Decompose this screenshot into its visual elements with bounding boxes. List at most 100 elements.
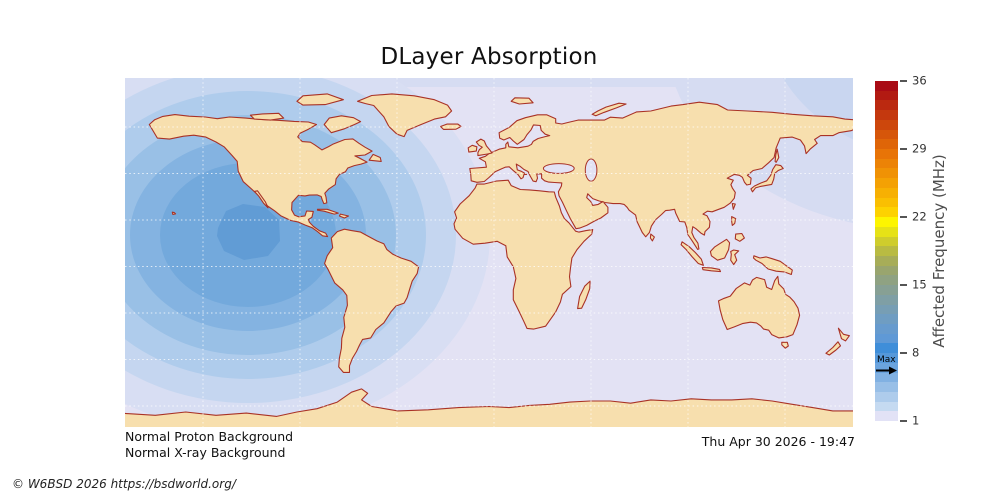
continents xyxy=(125,93,853,427)
landmass xyxy=(837,327,850,342)
inland-seas xyxy=(542,158,598,182)
tick-mark xyxy=(900,148,907,150)
colorbar-segment xyxy=(875,217,898,227)
landmass xyxy=(825,341,842,356)
colorbar-segment xyxy=(875,333,898,344)
tick-label: 29 xyxy=(912,141,927,156)
landmass xyxy=(171,211,177,216)
colorbar-segment xyxy=(875,362,898,373)
landmass xyxy=(774,148,780,163)
map-canvas xyxy=(125,78,853,427)
colorbar-segment xyxy=(875,187,898,198)
landmass xyxy=(701,266,722,273)
landmass xyxy=(148,114,373,238)
colorbar-segment xyxy=(875,411,898,422)
colorbar-axis-label: Affected Frequency (MHz) xyxy=(930,154,948,348)
copyright-label: © W6BSD 2026 https://bsdworld.org/ xyxy=(12,477,236,491)
landmass xyxy=(752,255,793,276)
colorbar-segment xyxy=(875,100,898,111)
landmass xyxy=(316,208,339,215)
colorbar-segment xyxy=(875,207,898,218)
chart-title: DLayer Absorption xyxy=(380,44,598,70)
status-block: Normal Proton Background Normal X-ray Ba… xyxy=(125,429,293,460)
landmass xyxy=(510,97,534,105)
colorbar-segment xyxy=(875,304,898,315)
colorbar-segment xyxy=(875,392,898,402)
landmass xyxy=(296,93,344,106)
landmass xyxy=(439,123,462,130)
landmass xyxy=(467,144,478,153)
colorbar-segment xyxy=(875,353,898,363)
colorbar-segment xyxy=(875,314,898,324)
colorbar-segment xyxy=(875,226,898,237)
landmass xyxy=(591,102,627,117)
colorbar xyxy=(875,81,898,422)
landmass xyxy=(249,112,285,121)
proton-status-label: Normal Proton Background xyxy=(125,429,294,444)
colorbar-max-marker: Max xyxy=(875,356,898,375)
tick-mark xyxy=(900,352,907,354)
max-arrow-icon xyxy=(876,366,897,375)
colorbar-segment xyxy=(875,372,898,383)
xray-status-label: Normal X-ray Background xyxy=(125,444,286,460)
landmass xyxy=(324,228,420,373)
tick-label: 15 xyxy=(912,277,927,292)
colorbar-segment xyxy=(875,178,898,188)
landmass xyxy=(734,232,745,242)
colorbar-segment xyxy=(875,197,898,208)
colorbar-segment xyxy=(875,149,898,159)
colorbar-segment xyxy=(875,382,898,392)
landmass xyxy=(577,280,591,310)
tick-label: 8 xyxy=(912,345,920,360)
landmass xyxy=(368,153,382,162)
landmass xyxy=(730,249,740,266)
landmass xyxy=(750,164,784,193)
colorbar-segment xyxy=(875,255,898,266)
colorbar-segment xyxy=(875,323,898,334)
colorbar-segment xyxy=(875,158,898,169)
colorbar-segment xyxy=(875,90,898,101)
landmass xyxy=(469,101,853,250)
colorbar-segment xyxy=(875,139,898,150)
landmass xyxy=(731,203,736,210)
landmass xyxy=(709,238,731,261)
landmass xyxy=(453,179,594,330)
landmass xyxy=(475,138,493,157)
colorbar-segment xyxy=(875,236,898,247)
inland-sea xyxy=(584,158,598,182)
tick-mark xyxy=(900,284,907,286)
tick-mark xyxy=(900,80,907,82)
colorbar-segment xyxy=(875,285,898,295)
colorbar-segment xyxy=(875,129,898,140)
colorbar-segment xyxy=(875,110,898,120)
colorbar-segment xyxy=(875,343,898,354)
colorbar-segment xyxy=(875,168,898,179)
inland-sea xyxy=(542,163,575,174)
world-absorption-map xyxy=(125,78,853,427)
tick-label: 1 xyxy=(912,413,920,428)
landmass xyxy=(338,213,350,219)
tick-mark xyxy=(900,420,907,422)
colorbar-segment xyxy=(875,265,898,276)
max-label: Max xyxy=(877,355,896,365)
landmass xyxy=(649,233,655,242)
colorbar-segment xyxy=(875,275,898,286)
colorbar-segment xyxy=(875,294,898,305)
landmass xyxy=(731,216,737,226)
colorbar-segment xyxy=(875,119,898,130)
landmass xyxy=(680,241,704,266)
colorbar-segment xyxy=(875,246,898,256)
landmass xyxy=(323,115,362,134)
colorbar-segment xyxy=(875,401,898,412)
colorbar-segment xyxy=(875,81,898,91)
timestamp-label: Thu Apr 30 2026 - 19:47 xyxy=(701,434,855,449)
landmass xyxy=(253,190,269,209)
tick-mark xyxy=(900,216,907,218)
landmass xyxy=(357,93,453,138)
absorption-core xyxy=(217,204,280,260)
tick-label: 22 xyxy=(912,209,927,224)
tick-label: 36 xyxy=(912,73,927,88)
landmass xyxy=(717,275,801,339)
landmass xyxy=(125,388,853,427)
